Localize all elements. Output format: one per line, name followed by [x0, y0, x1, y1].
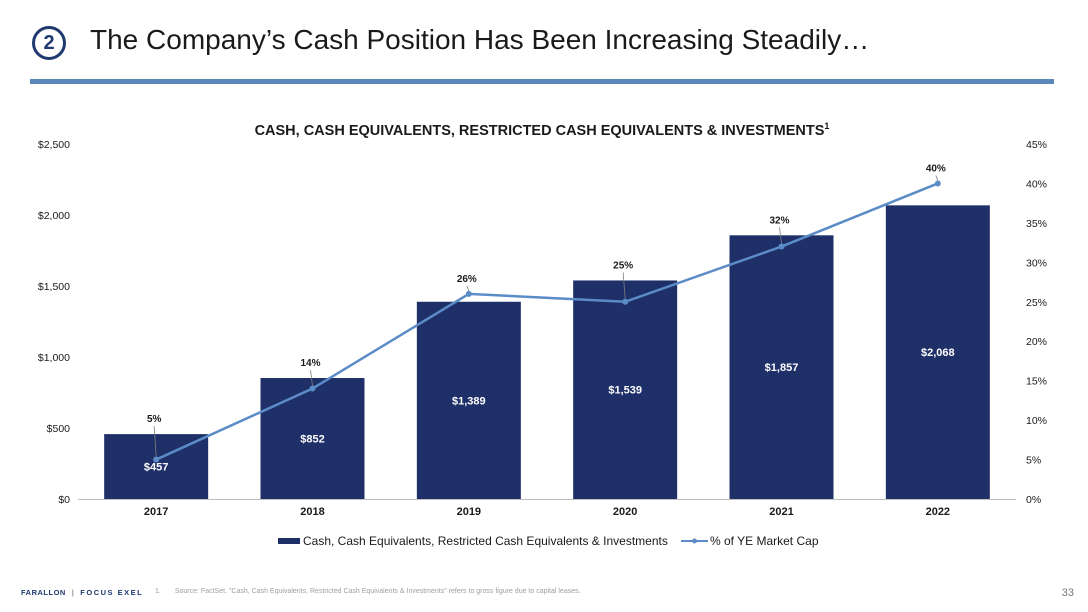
line-point-2022 [934, 180, 941, 187]
chart-title: CASH, CASH EQUIVALENTS, RESTRICTED CASH … [255, 121, 830, 139]
right-axis: 0% 5% 10% 15% 20% 25% 30% 35% 40% 45% [1026, 139, 1047, 506]
bar-series: $457 $852 $1,389 $1,539 $1,857 $2,068 [104, 205, 990, 499]
label-leader-line [935, 175, 939, 181]
right-axis-tick-label: 20% [1026, 336, 1047, 348]
left-axis-tick-label: $1,000 [38, 352, 70, 364]
bar-2020 [573, 280, 678, 499]
bar-value-label: $852 [300, 434, 324, 446]
section-number-badge: 2 [32, 26, 66, 60]
bar-value-label: $457 [144, 462, 168, 474]
header-divider [30, 79, 1054, 84]
line-point-2019 [465, 290, 472, 297]
line-series: 5% 14% 26% 25% 32% 40% [147, 163, 946, 463]
line-value-label: 40% [926, 163, 946, 174]
chart-title-footnote-marker: 1 [824, 121, 829, 131]
chart-legend: Cash, Cash Equivalents, Restricted Cash … [278, 534, 819, 548]
line-value-label: 26% [457, 274, 477, 285]
bar-value-label: $2,068 [921, 347, 955, 359]
bar-value-label: $1,389 [452, 395, 486, 407]
market-cap-pct-line [155, 182, 939, 461]
label-leader-line [310, 369, 313, 386]
brand-focus-exel: FOCUS EXEL [80, 588, 144, 597]
page-title: The Company’s Cash Position Has Been Inc… [90, 24, 870, 55]
legend-bar-swatch [278, 538, 300, 544]
header: 2 The Company’s Cash Position Has Been I… [0, 0, 1088, 90]
bar-2019 [416, 301, 521, 499]
brand-separator: | [71, 588, 75, 597]
left-axis-tick-label: $2,000 [38, 210, 70, 222]
category-label: 2017 [144, 506, 168, 518]
line-value-label: 25% [613, 260, 633, 271]
label-leader-line [466, 285, 470, 292]
right-axis-tick-label: 40% [1026, 178, 1047, 190]
category-label: 2018 [300, 506, 324, 518]
category-label: 2019 [457, 506, 481, 518]
category-axis-labels: 2017 2018 2019 2020 2021 2022 [144, 506, 950, 518]
legend-line-marker [692, 538, 697, 544]
line-point-2018 [309, 385, 316, 392]
left-axis-tick-label: $0 [58, 494, 70, 506]
right-axis-tick-label: 30% [1026, 257, 1047, 269]
line-value-label: 32% [769, 215, 789, 226]
bar-2018 [260, 378, 365, 499]
right-axis-tick-label: 45% [1026, 139, 1047, 151]
right-axis-tick-label: 5% [1026, 455, 1041, 467]
line-point-2020 [622, 298, 629, 305]
category-label: 2020 [613, 506, 637, 518]
footer: FARALLON | FOCUS EXEL 1. Source: FactSet. "… [0, 580, 1088, 610]
category-label: 2021 [769, 506, 793, 518]
brand-farallon: FARALLON [21, 588, 66, 597]
bar-2022 [885, 205, 990, 499]
line-point-2017 [153, 456, 160, 463]
bar-value-label: $1,857 [765, 362, 799, 374]
legend-line-label: % of YE Market Cap [710, 534, 819, 548]
right-axis-tick-label: 35% [1026, 218, 1047, 230]
right-axis-tick-label: 15% [1026, 376, 1047, 388]
footer-brand: FARALLON | FOCUS EXEL [21, 588, 143, 597]
chart-title-text: CASH, CASH EQUIVALENTS, RESTRICTED CASH … [255, 123, 825, 139]
left-axis: $0 $500 $1,000 $1,500 $2,000 $2,500 [38, 139, 70, 506]
legend-bar-label: Cash, Cash Equivalents, Restricted Cash … [303, 534, 668, 548]
footnote: 1. Source: FactSet. "Cash, Cash Equivalen… [155, 588, 581, 595]
bar-2021 [729, 235, 834, 499]
line-point-2021 [778, 243, 785, 250]
label-leader-line [153, 426, 157, 457]
left-axis-tick-label: $1,500 [38, 281, 70, 293]
left-axis-tick-label: $500 [47, 423, 71, 435]
label-leader-line [779, 227, 782, 244]
page-number: 33 [1061, 587, 1074, 599]
right-axis-tick-label: 0% [1026, 494, 1041, 506]
cash-position-chart: CASH, CASH EQUIVALENTS, RESTRICTED CASH … [38, 121, 1047, 548]
right-axis-tick-label: 25% [1026, 297, 1047, 309]
line-value-label: 5% [147, 414, 162, 425]
bar-value-label: $1,539 [608, 385, 642, 397]
footnote-text: Source: FactSet. "Cash, Cash Equivalents… [174, 588, 581, 595]
footnote-number: 1. [155, 588, 161, 595]
category-label: 2022 [926, 506, 950, 518]
label-leader-line [622, 272, 626, 299]
right-axis-tick-label: 10% [1026, 415, 1047, 427]
line-value-label: 14% [300, 358, 320, 369]
left-axis-tick-label: $2,500 [38, 139, 70, 151]
